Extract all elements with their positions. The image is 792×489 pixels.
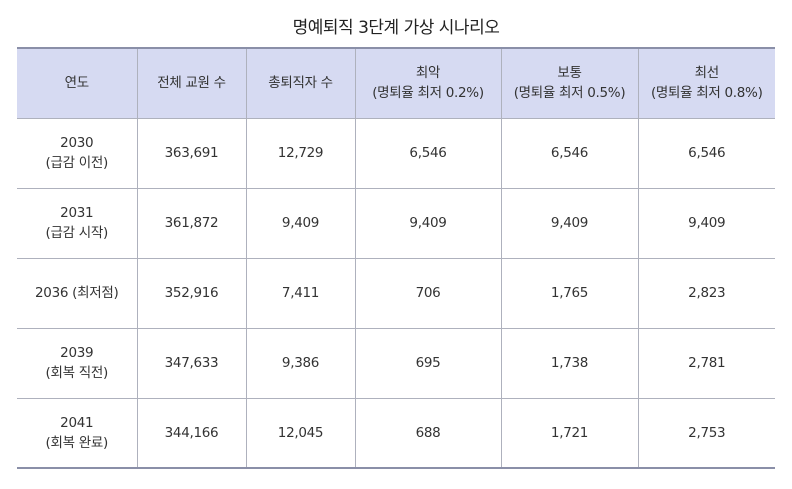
year-cell: 2036 (최저점): [17, 257, 138, 329]
retirees-cell: 9,409: [245, 187, 356, 259]
header-total-teachers: 전체 교원 수: [136, 47, 247, 119]
year-cell: 2041 (회복 완료): [17, 397, 138, 469]
header-best: 최선 (명퇴율 최저 0.8%): [637, 47, 775, 119]
table-row: 2030 (급감 이전) 363,691 12,729 6,546 6,546 6…: [17, 117, 775, 189]
retirees-cell: 9,386: [245, 327, 356, 399]
worst-cell: 688: [354, 397, 502, 469]
table-row: 2031 (급감 시작) 361,872 9,409 9,409 9,409 9,…: [17, 187, 775, 259]
table-row: 2036 (최저점) 352,916 7,411 706 1,765 2,823: [17, 257, 775, 329]
header-worst: 최악 (명퇴율 최저 0.2%): [354, 47, 502, 119]
total-cell: 363,691: [136, 117, 247, 189]
table-title: 명예퇴직 3단계 가상 시나리오: [292, 18, 500, 38]
total-cell: 361,872: [136, 187, 247, 259]
year-cell: 2030 (급감 이전): [17, 117, 138, 189]
normal-cell: 1,738: [500, 327, 639, 399]
best-cell: 2,823: [637, 257, 775, 329]
retirees-cell: 12,729: [245, 117, 356, 189]
normal-cell: 1,721: [500, 397, 639, 469]
worst-cell: 695: [354, 327, 502, 399]
worst-cell: 706: [354, 257, 502, 329]
retirees-cell: 7,411: [245, 257, 356, 329]
best-cell: 2,781: [637, 327, 775, 399]
scenario-table: 연도 전체 교원 수 총퇴직자 수 최악 (명퇴율 최저 0.2%) 보통 (명퇴율…: [17, 47, 775, 469]
best-cell: 6,546: [637, 117, 775, 189]
best-cell: 2,753: [637, 397, 775, 469]
header-normal: 보통 (명퇴율 최저 0.5%): [500, 47, 639, 119]
worst-cell: 6,546: [354, 117, 502, 189]
total-cell: 347,633: [136, 327, 247, 399]
table-row: 2041 (회복 완료) 344,166 12,045 688 1,721 2,7…: [17, 397, 775, 469]
table-row: 2039 (회복 직전) 347,633 9,386 695 1,738 2,78…: [17, 327, 775, 399]
year-cell: 2039 (회복 직전): [17, 327, 138, 399]
header-year: 연도: [17, 47, 138, 119]
header-row: 연도 전체 교원 수 총퇴직자 수 최악 (명퇴율 최저 0.2%) 보통 (명퇴율…: [17, 47, 775, 119]
header-total-retirees: 총퇴직자 수: [245, 47, 356, 119]
year-cell: 2031 (급감 시작): [17, 187, 138, 259]
normal-cell: 1,765: [500, 257, 639, 329]
retirees-cell: 12,045: [245, 397, 356, 469]
total-cell: 352,916: [136, 257, 247, 329]
worst-cell: 9,409: [354, 187, 502, 259]
normal-cell: 9,409: [500, 187, 639, 259]
best-cell: 9,409: [637, 187, 775, 259]
normal-cell: 6,546: [500, 117, 639, 189]
total-cell: 344,166: [136, 397, 247, 469]
